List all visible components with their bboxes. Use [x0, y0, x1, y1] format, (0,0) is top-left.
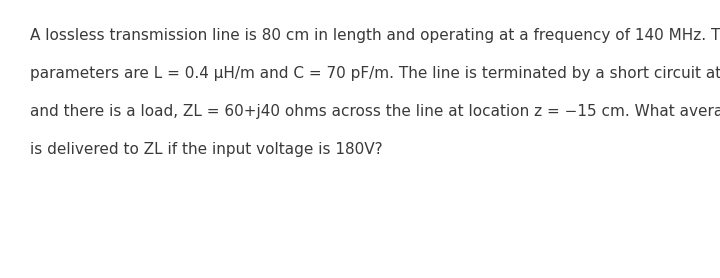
Text: parameters are L = 0.4 μH/m and C = 70 pF/m. The line is terminated by a short c: parameters are L = 0.4 μH/m and C = 70 p… — [30, 66, 720, 81]
Text: A lossless transmission line is 80 cm in length and operating at a frequency of : A lossless transmission line is 80 cm in… — [30, 28, 720, 43]
Text: and there is a load, ZL = 60+j40 ohms across the line at location z = −15 cm. Wh: and there is a load, ZL = 60+j40 ohms ac… — [30, 104, 720, 119]
Text: is delivered to ZL if the input voltage is 180V?: is delivered to ZL if the input voltage … — [30, 142, 382, 157]
